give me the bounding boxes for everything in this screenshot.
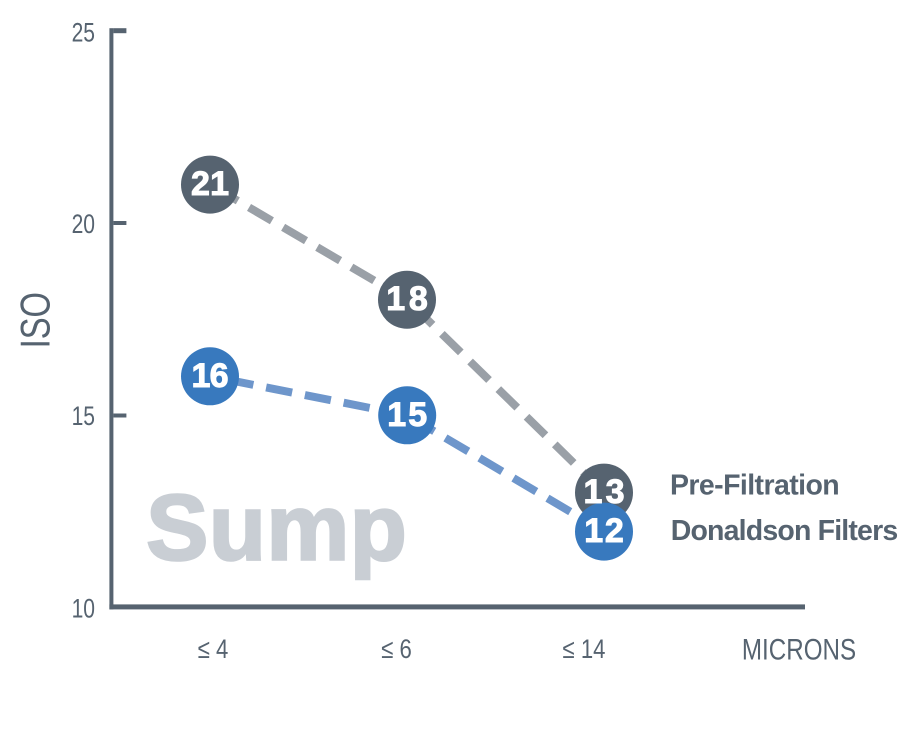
svg-text:20: 20	[72, 210, 95, 240]
svg-text:Pre-Filtration: Pre-Filtration	[670, 470, 840, 502]
svg-text:MICRONS: MICRONS	[742, 633, 856, 666]
svg-text:16: 16	[192, 357, 229, 395]
svg-text:15: 15	[72, 402, 95, 432]
svg-text:25: 25	[72, 18, 95, 48]
svg-text:≤ 4: ≤ 4	[198, 635, 229, 665]
svg-text:≤ 14: ≤ 14	[563, 635, 606, 665]
svg-text:ISO: ISO	[12, 292, 59, 348]
svg-text:≤ 6: ≤ 6	[381, 635, 412, 665]
svg-text:Donaldson Filters: Donaldson Filters	[671, 515, 899, 547]
svg-text:21: 21	[191, 165, 229, 203]
svg-text:Sump: Sump	[146, 476, 407, 580]
svg-text:12: 12	[584, 512, 624, 550]
svg-text:10: 10	[72, 594, 95, 624]
